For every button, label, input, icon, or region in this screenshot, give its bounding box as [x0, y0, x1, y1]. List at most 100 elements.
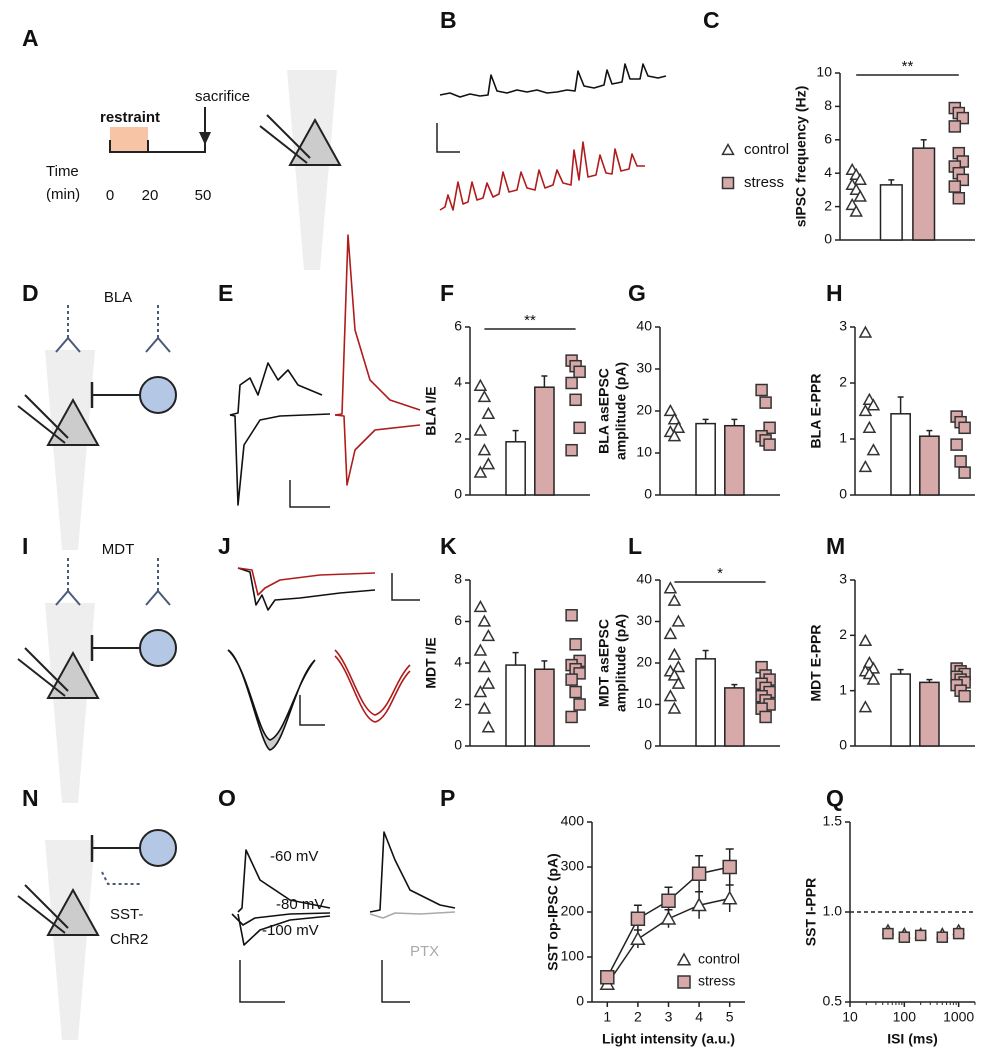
marker — [565, 673, 578, 686]
y-tick-label: 4 — [454, 374, 462, 390]
y-tick-label: 2 — [839, 626, 847, 642]
marker — [763, 438, 776, 451]
y-tick-label: 300 — [561, 858, 585, 874]
panel-letter: L — [628, 533, 642, 559]
scale-bar — [381, 960, 410, 1003]
marker — [481, 720, 496, 733]
marker — [660, 910, 677, 925]
bar — [890, 673, 911, 747]
marker — [663, 626, 678, 640]
marker — [667, 668, 682, 681]
marker — [882, 927, 894, 940]
y-tick-label: 6 — [454, 318, 462, 334]
y-tick-label: 1 — [839, 681, 847, 697]
marker — [677, 975, 691, 989]
y-tick-label: 10 — [636, 695, 652, 711]
marker — [866, 672, 881, 685]
bar — [724, 424, 745, 496]
panel-letter: N — [22, 785, 39, 811]
y-tick-label: 400 — [561, 813, 585, 829]
marker — [630, 930, 646, 945]
scale-bar — [299, 695, 325, 726]
panel-letter: M — [826, 533, 845, 559]
x-tick-label: 1000 — [943, 1009, 974, 1025]
scale-bar — [289, 480, 330, 508]
marker — [671, 420, 686, 433]
y-tick-label: 2 — [454, 695, 462, 711]
marker — [573, 698, 586, 711]
marker — [565, 609, 578, 622]
marker — [858, 403, 873, 417]
marker — [481, 406, 496, 419]
marker — [671, 676, 686, 689]
time-value: 50 — [195, 187, 212, 204]
trace — [227, 649, 316, 751]
marker — [663, 581, 678, 594]
marker — [481, 676, 496, 689]
panel-letter: F — [440, 280, 454, 306]
marker — [722, 859, 737, 875]
marker — [858, 325, 873, 338]
y-tick-label: 200 — [561, 903, 585, 919]
y-tick-label: 6 — [454, 612, 462, 628]
marker — [473, 423, 488, 436]
y-tick-label: 2 — [839, 374, 847, 390]
panel-letter: Q — [826, 785, 844, 811]
legend-label: stress — [698, 973, 735, 989]
trace — [229, 413, 331, 506]
legend-label: control — [698, 951, 740, 967]
marker — [667, 412, 682, 425]
marker — [958, 466, 971, 479]
restraint-period — [110, 127, 148, 152]
y-axis-label: MDT E-PPR — [808, 625, 824, 702]
bar — [534, 386, 555, 496]
trace — [334, 414, 421, 486]
x-tick-label: 100 — [893, 1009, 917, 1025]
scale-bar — [436, 123, 460, 153]
sacrifice-label: sacrifice — [195, 88, 250, 105]
marker — [858, 633, 873, 647]
marker — [956, 111, 970, 125]
marker — [759, 710, 772, 724]
marker — [573, 421, 586, 435]
panel-letter: J — [218, 533, 231, 559]
x-tick-label: 10 — [842, 1009, 858, 1025]
marker — [671, 614, 686, 627]
marker — [667, 701, 682, 714]
y-tick-label: 4 — [824, 164, 832, 180]
voltage-label: -100 mV — [262, 922, 319, 939]
y-tick-label: 0 — [576, 993, 584, 1009]
y-tick-label: 0 — [839, 486, 847, 502]
y-tick-label: 3 — [839, 318, 847, 334]
marker — [473, 465, 488, 478]
marker — [473, 378, 488, 391]
marker — [858, 700, 873, 713]
bar — [919, 681, 940, 747]
y-tick-label: 10 — [636, 444, 652, 460]
marker — [948, 180, 962, 193]
y-tick-label: 1.5 — [823, 813, 843, 829]
marker — [473, 599, 488, 613]
trace — [439, 141, 645, 211]
marker — [948, 120, 962, 133]
marker — [477, 701, 492, 714]
marker — [862, 420, 877, 433]
marker — [477, 389, 492, 403]
y-axis-label: MDT asEPSC — [596, 619, 612, 707]
marker — [958, 689, 971, 703]
circuit-diagram — [18, 305, 176, 550]
marker — [630, 911, 646, 926]
bar — [695, 422, 716, 496]
marker — [477, 614, 492, 627]
x-tick-label: 1 — [603, 1009, 611, 1025]
y-tick-label: 2 — [824, 197, 832, 213]
y-axis-label: BLA I/E — [423, 386, 439, 435]
y-tick-label: 8 — [824, 97, 832, 113]
panel-letter: A — [22, 25, 39, 51]
y-axis-label: MDT I/E — [423, 637, 439, 688]
panel-letter: E — [218, 280, 233, 306]
bar — [724, 687, 745, 747]
bar — [912, 147, 936, 241]
bar — [919, 435, 940, 496]
